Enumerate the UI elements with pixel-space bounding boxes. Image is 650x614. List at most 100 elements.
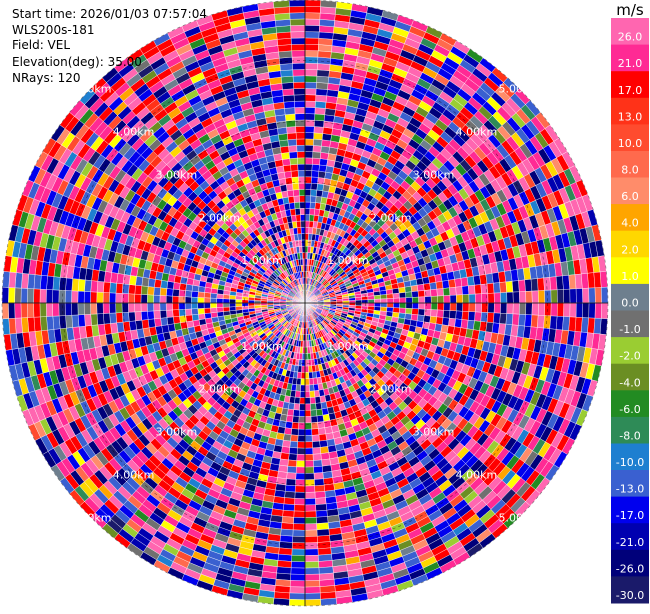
gate-cell — [518, 314, 525, 326]
gate-cell — [109, 293, 116, 303]
gate-cell — [305, 13, 320, 20]
gate-cell — [537, 315, 544, 328]
gate-cell — [411, 285, 418, 292]
gate-cell — [316, 516, 328, 523]
gate-cell — [290, 441, 298, 448]
gate-cell — [436, 317, 443, 325]
gate-cell — [160, 288, 167, 296]
gate-cell — [569, 275, 576, 290]
gate-cell — [84, 303, 91, 315]
gate-cell — [320, 159, 328, 166]
gate-cell — [305, 417, 311, 423]
gate-cell — [399, 287, 406, 293]
gate-cell — [47, 316, 54, 330]
gate-cell — [280, 453, 289, 460]
gate-cell — [173, 289, 180, 296]
gate-cell — [129, 312, 136, 322]
gate-cell — [282, 516, 294, 523]
gate-cell — [236, 306, 243, 310]
gate-cell — [463, 303, 470, 312]
gate-cell — [576, 303, 583, 318]
gate-cell — [295, 480, 305, 487]
gate-cell — [305, 410, 311, 416]
gate-cell — [305, 170, 312, 177]
gate-cell — [305, 69, 317, 76]
gate-cell — [313, 460, 322, 467]
gate-cell — [172, 296, 179, 303]
gate-cell — [141, 311, 148, 320]
gate-cell — [147, 303, 154, 311]
gate-cell — [309, 378, 314, 385]
gate-cell — [284, 428, 292, 435]
gate-cell — [15, 288, 22, 303]
gate-cell — [387, 294, 394, 299]
gate-cell — [311, 422, 318, 429]
gate-cell — [424, 283, 431, 290]
gate-cell — [556, 316, 563, 330]
gate-cell — [318, 548, 332, 555]
gate-cell — [40, 289, 47, 303]
gate-cell — [229, 303, 235, 307]
gate-cell — [40, 303, 47, 317]
gate-cell — [72, 279, 79, 292]
gate-cell — [154, 287, 161, 295]
gate-cell — [526, 291, 533, 303]
gate-cell — [305, 139, 314, 146]
gate-cell — [312, 435, 320, 442]
gate-cell — [318, 554, 332, 561]
gate-cell — [309, 215, 314, 222]
gate-cell — [287, 466, 296, 473]
gate-cell — [284, 498, 295, 505]
gate-cell — [198, 292, 205, 298]
gate-cell — [141, 286, 148, 295]
gate-cell — [321, 146, 330, 153]
gate-cell — [305, 429, 312, 436]
gate-cell — [110, 313, 117, 324]
gate-cell — [280, 535, 293, 542]
gate-cell — [557, 290, 564, 304]
gate-cell — [313, 152, 321, 159]
gate-cell — [313, 145, 322, 152]
gate-cell — [242, 300, 248, 303]
gate-cell — [310, 391, 315, 398]
gate-cell — [531, 315, 538, 328]
gate-cell — [53, 277, 60, 291]
gate-cell — [313, 454, 322, 461]
gate-cell — [538, 290, 545, 303]
gate-cell — [305, 442, 313, 449]
gate-cell — [210, 308, 217, 313]
gate-cell — [305, 6, 321, 13]
gate-cell — [129, 285, 136, 295]
gate-cell — [301, 372, 305, 379]
gate-cell — [305, 126, 314, 133]
gate-cell — [305, 133, 314, 140]
gate-cell — [305, 215, 310, 221]
gate-cell — [301, 366, 305, 372]
gate-cell — [393, 298, 399, 303]
gate-cell — [312, 429, 319, 436]
gate-cell — [297, 454, 305, 461]
gate-cell — [298, 429, 305, 436]
gate-cell — [161, 318, 168, 326]
gate-cell — [297, 448, 305, 455]
gate-cell — [537, 278, 544, 291]
gate-cell — [305, 183, 311, 189]
gate-cell — [538, 303, 545, 316]
gate-cell — [286, 415, 293, 422]
gate-cell — [135, 294, 142, 303]
gate-cell — [475, 294, 482, 303]
gate-cell — [291, 574, 306, 581]
gate-cell — [312, 171, 319, 178]
gate-cell — [317, 70, 330, 77]
gate-cell — [109, 303, 116, 313]
gate-cell — [204, 303, 210, 308]
gate-cell — [2, 287, 9, 303]
gate-cell — [319, 165, 327, 172]
gate-cell — [291, 429, 298, 436]
gate-cell — [310, 397, 316, 404]
gate-cell — [564, 289, 571, 303]
gate-cell — [550, 277, 557, 291]
gate-cell — [315, 114, 325, 121]
gate-cell — [519, 291, 526, 303]
gate-cell — [562, 275, 569, 289]
